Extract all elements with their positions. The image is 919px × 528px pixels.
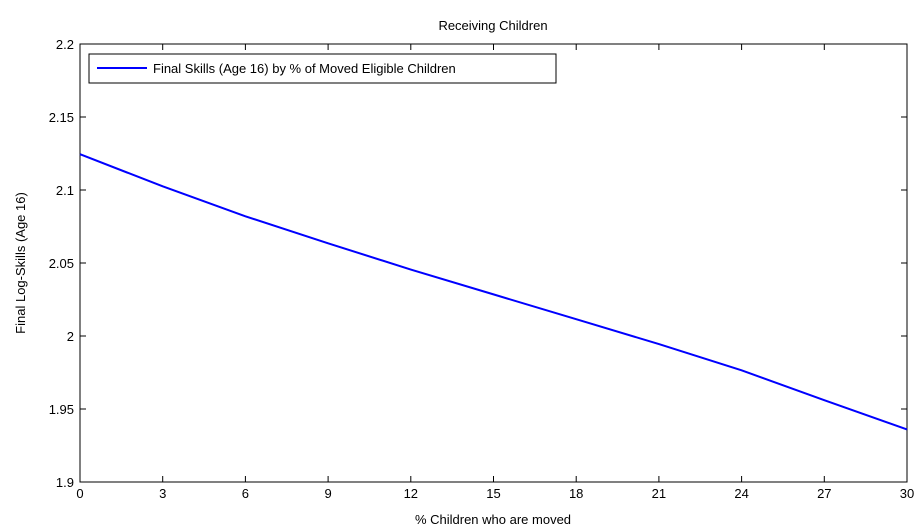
legend-entry: Final Skills (Age 16) by % of Moved Elig…	[153, 61, 456, 76]
y-axis-label: Final Log-Skills (Age 16)	[13, 192, 28, 334]
x-tick-label: 27	[817, 486, 831, 501]
series-layer	[79, 153, 908, 431]
x-tick-label: 18	[569, 486, 583, 501]
chart-title: Receiving Children	[438, 18, 547, 33]
x-tick-label: 30	[900, 486, 914, 501]
x-axis: 0 3 6 9 12 15 18 21 24 27 30	[76, 44, 914, 501]
x-tick-label: 12	[404, 486, 418, 501]
y-tick-label: 1.95	[49, 402, 74, 417]
y-axis: 1.9 1.95 2 2.05 2.1 2.15 2.2	[49, 37, 907, 490]
x-tick-label: 15	[486, 486, 500, 501]
x-tick-label: 0	[76, 486, 83, 501]
y-tick-label: 2.05	[49, 256, 74, 271]
y-tick-label: 2.1	[56, 183, 74, 198]
y-tick-label: 2.15	[49, 110, 74, 125]
x-tick-label: 9	[324, 486, 331, 501]
y-tick-label: 2.2	[56, 37, 74, 52]
plot-area	[79, 43, 908, 483]
x-tick-label: 6	[242, 486, 249, 501]
y-tick-label: 1.9	[56, 475, 74, 490]
x-axis-label: % Children who are moved	[415, 512, 571, 527]
legend-box	[88, 53, 557, 84]
x-tick-label: 21	[652, 486, 666, 501]
series-line	[79, 153, 908, 431]
legend: Final Skills (Age 16) by % of Moved Elig…	[88, 53, 557, 84]
x-tick-label: 3	[159, 486, 166, 501]
y-tick-label: 2	[67, 329, 74, 344]
x-tick-label: 24	[734, 486, 748, 501]
